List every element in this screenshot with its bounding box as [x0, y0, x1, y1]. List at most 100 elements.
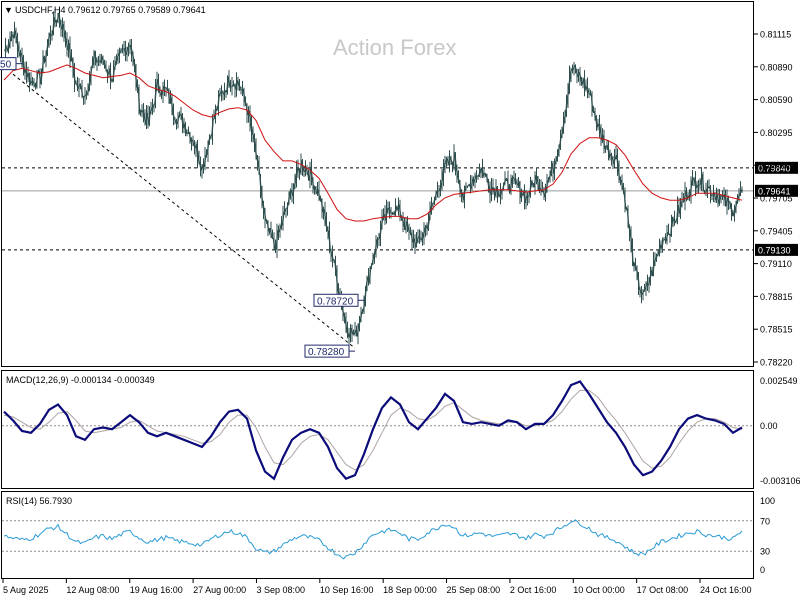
candle-body: [86, 89, 90, 95]
candle-body: [368, 267, 372, 283]
rsi-layer: [2, 519, 753, 560]
candle-body: [703, 190, 706, 194]
candle-body: [569, 68, 573, 74]
macd-panel-frame: [1, 370, 754, 489]
candle-body: [410, 233, 414, 243]
candle-body: [229, 86, 232, 88]
hline-flag-2: [755, 243, 798, 256]
candle-body: [164, 86, 168, 90]
candle-body: [41, 56, 45, 72]
candle-body: [701, 174, 705, 192]
candle-body: [463, 186, 466, 201]
candle-body: [628, 225, 631, 233]
candle-body: [689, 181, 693, 196]
candle-body: [485, 174, 489, 181]
price-ytick-label: 0.80000: [760, 161, 793, 171]
candle-body: [142, 110, 145, 116]
candle-body: [172, 112, 175, 119]
candle-body: [230, 85, 234, 88]
candle-body: [176, 117, 180, 125]
xtick-label: 3 Sep 08:00: [256, 585, 305, 595]
candle-body: [242, 88, 246, 100]
candle-body: [652, 261, 655, 277]
candle-body: [46, 42, 49, 52]
candle-body: [199, 163, 202, 171]
candle-body: [670, 217, 673, 236]
price-ytick-label: 0.79405: [760, 226, 793, 236]
candle-body: [266, 221, 270, 232]
candle-body: [448, 156, 451, 165]
price-ytick-label: 0.81115: [760, 30, 791, 40]
candle-body: [557, 145, 561, 153]
candle-body: [431, 202, 435, 205]
candle-body: [80, 87, 84, 98]
candle-body: [563, 113, 567, 120]
candle-body: [239, 88, 243, 91]
candle-body: [406, 221, 409, 231]
candle-body: [568, 72, 571, 91]
candle-body: [103, 63, 106, 67]
candle-body: [430, 204, 433, 209]
candle-body: [271, 237, 274, 239]
candle-body: [566, 90, 570, 99]
hline-flag-label-1: 0.79641: [758, 186, 791, 196]
candle-body: [167, 89, 171, 104]
candle-body: [95, 60, 99, 64]
rsi-line: [3, 519, 743, 560]
candle-body: [554, 159, 558, 163]
candle-body: [79, 84, 82, 88]
candle-body: [217, 94, 220, 110]
candle-body: [443, 162, 447, 165]
candle-body: [262, 202, 265, 211]
candle-body: [137, 87, 141, 114]
candle-body: [421, 236, 424, 241]
candle-body: [716, 194, 720, 204]
candle-body: [373, 252, 376, 257]
candle-body: [68, 43, 72, 62]
rsi-ytick-label: 0: [760, 565, 765, 575]
candle-body: [196, 144, 199, 160]
candle-body: [293, 180, 297, 187]
candle-body: [734, 203, 738, 210]
hline-flag-1: [755, 184, 798, 197]
xtick-label: 5 Aug 2025: [3, 585, 49, 595]
rsi-header: RSI(14) 56.7930: [6, 496, 72, 506]
candle-body: [131, 53, 135, 60]
candle-body: [661, 240, 664, 249]
candle-body: [287, 192, 291, 205]
candle-body: [191, 139, 195, 145]
candle-body: [118, 51, 121, 55]
candle-body: [17, 48, 21, 56]
candle-body: [335, 273, 339, 290]
price-layer: 0.80750 0.78280 0.78720: [0, 7, 753, 358]
candle-body: [391, 212, 394, 215]
candle-body: [604, 146, 607, 150]
candle-body: [641, 290, 645, 295]
candle-body: [725, 197, 729, 206]
candle-body: [644, 282, 648, 290]
price-ytick-label: 0.79705: [760, 194, 793, 204]
candle-body: [634, 263, 637, 271]
candle-body: [694, 179, 697, 189]
candle-body: [314, 186, 318, 194]
candle-body: [317, 189, 321, 200]
candle-body: [244, 99, 247, 106]
candle-body: [149, 109, 153, 112]
candle-body: [379, 227, 382, 239]
candle-body: [52, 17, 55, 35]
candle-body: [481, 167, 484, 177]
candle-body: [394, 206, 397, 216]
candle-body: [656, 253, 660, 256]
candle-body: [729, 202, 731, 205]
candle-body: [527, 194, 531, 198]
candle-body: [236, 80, 240, 84]
candle-body: [349, 327, 352, 338]
candle-body: [692, 177, 696, 181]
candle-body: [286, 204, 289, 209]
candle-body: [89, 67, 93, 79]
candle-body: [607, 145, 610, 158]
candle-body: [739, 189, 742, 196]
candle-body: [374, 239, 378, 253]
candle-body: [334, 260, 337, 274]
rsi-ytick-label: 100: [760, 496, 775, 506]
